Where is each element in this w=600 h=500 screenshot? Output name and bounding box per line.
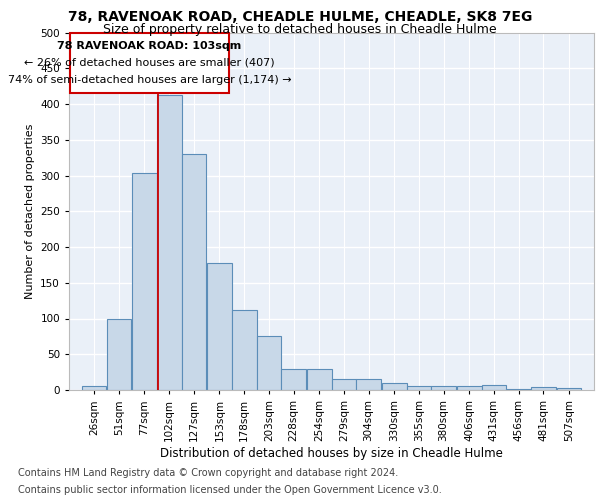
Bar <box>132 174 157 390</box>
Bar <box>232 310 257 390</box>
Bar <box>182 154 206 390</box>
Y-axis label: Number of detached properties: Number of detached properties <box>25 124 35 299</box>
Text: Contains HM Land Registry data © Crown copyright and database right 2024.: Contains HM Land Registry data © Crown c… <box>18 468 398 477</box>
Text: 74% of semi-detached houses are larger (1,174) →: 74% of semi-detached houses are larger (… <box>8 75 291 85</box>
Bar <box>157 96 182 390</box>
Bar <box>457 386 482 390</box>
Bar <box>482 385 506 390</box>
Text: Contains public sector information licensed under the Open Government Licence v3: Contains public sector information licen… <box>18 485 442 495</box>
Bar <box>407 386 431 390</box>
Text: ← 26% of detached houses are smaller (407): ← 26% of detached houses are smaller (40… <box>24 58 275 68</box>
Text: Size of property relative to detached houses in Cheadle Hulme: Size of property relative to detached ho… <box>103 22 497 36</box>
Bar <box>281 368 306 390</box>
Bar <box>431 386 456 390</box>
Bar <box>506 388 531 390</box>
Bar <box>382 383 407 390</box>
Text: 78, RAVENOAK ROAD, CHEADLE HULME, CHEADLE, SK8 7EG: 78, RAVENOAK ROAD, CHEADLE HULME, CHEADL… <box>68 10 532 24</box>
Bar <box>207 262 232 390</box>
Bar <box>82 386 107 390</box>
Bar <box>331 378 356 390</box>
X-axis label: Distribution of detached houses by size in Cheadle Hulme: Distribution of detached houses by size … <box>160 446 503 460</box>
Bar <box>531 387 556 390</box>
Text: 78 RAVENOAK ROAD: 103sqm: 78 RAVENOAK ROAD: 103sqm <box>58 41 242 51</box>
Bar <box>557 388 581 390</box>
Bar <box>107 318 131 390</box>
Bar <box>356 378 381 390</box>
Bar <box>307 368 331 390</box>
FancyBboxPatch shape <box>70 32 229 94</box>
Bar <box>257 336 281 390</box>
